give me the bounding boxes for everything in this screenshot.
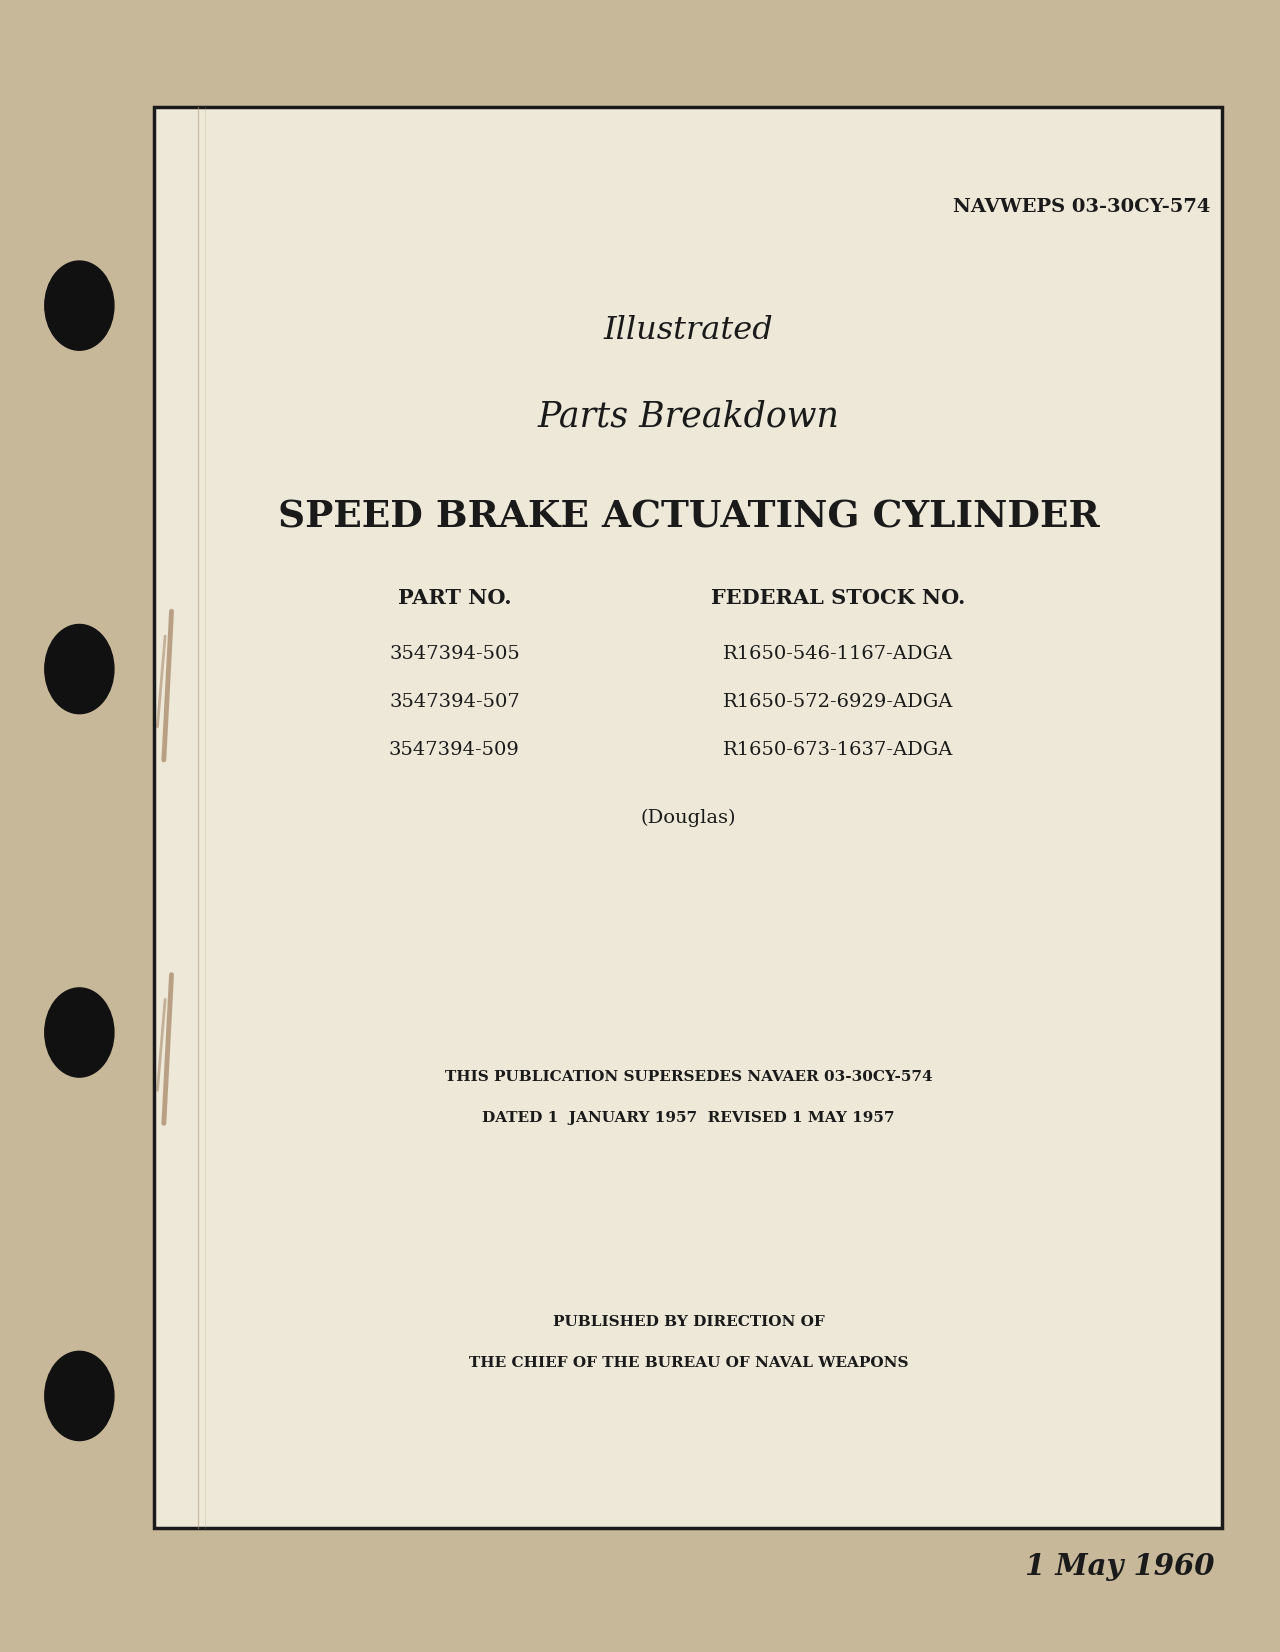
Circle shape — [45, 261, 114, 350]
Text: THIS PUBLICATION SUPERSEDES NAVAER 03-30CY-574: THIS PUBLICATION SUPERSEDES NAVAER 03-30… — [445, 1070, 932, 1084]
Circle shape — [45, 624, 114, 714]
Circle shape — [45, 1351, 114, 1441]
Text: FEDERAL STOCK NO.: FEDERAL STOCK NO. — [712, 588, 965, 608]
Text: Illustrated: Illustrated — [604, 316, 773, 345]
Text: Parts Breakdown: Parts Breakdown — [538, 400, 840, 433]
Text: NAVWEPS 03-30CY-574: NAVWEPS 03-30CY-574 — [952, 198, 1211, 215]
Text: 3547394-505: 3547394-505 — [389, 646, 520, 662]
FancyBboxPatch shape — [154, 107, 1222, 1528]
Text: 3547394-509: 3547394-509 — [389, 742, 520, 758]
Text: 3547394-507: 3547394-507 — [389, 694, 520, 710]
Text: THE CHIEF OF THE BUREAU OF NAVAL WEAPONS: THE CHIEF OF THE BUREAU OF NAVAL WEAPONS — [468, 1356, 909, 1370]
Text: PART NO.: PART NO. — [398, 588, 511, 608]
Circle shape — [45, 988, 114, 1077]
Text: 1 May 1960: 1 May 1960 — [1025, 1551, 1215, 1581]
Text: R1650-546-1167-ADGA: R1650-546-1167-ADGA — [723, 646, 954, 662]
Text: R1650-673-1637-ADGA: R1650-673-1637-ADGA — [723, 742, 954, 758]
Text: (Douglas): (Douglas) — [641, 808, 736, 828]
Text: SPEED BRAKE ACTUATING CYLINDER: SPEED BRAKE ACTUATING CYLINDER — [278, 499, 1100, 535]
Text: R1650-572-6929-ADGA: R1650-572-6929-ADGA — [723, 694, 954, 710]
Text: DATED 1  JANUARY 1957  REVISED 1 MAY 1957: DATED 1 JANUARY 1957 REVISED 1 MAY 1957 — [483, 1112, 895, 1125]
Text: PUBLISHED BY DIRECTION OF: PUBLISHED BY DIRECTION OF — [553, 1315, 824, 1328]
